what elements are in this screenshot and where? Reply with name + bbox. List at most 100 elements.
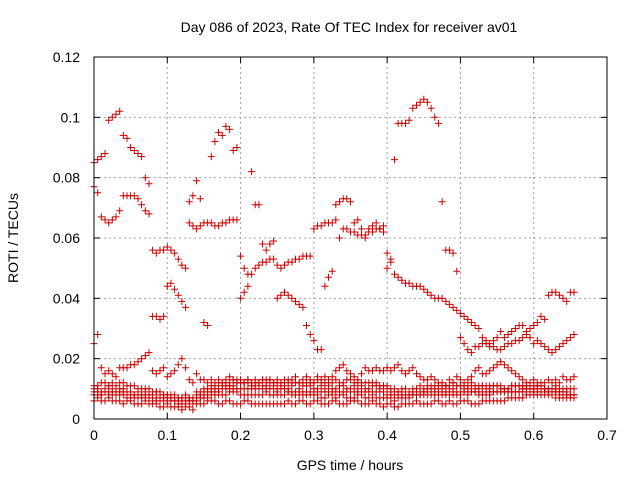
data-point-marker — [160, 364, 168, 372]
data-point-marker — [237, 400, 245, 408]
data-point-marker — [537, 312, 545, 320]
data-point-marker — [149, 367, 157, 375]
data-point-marker — [563, 297, 571, 305]
data-point-marker — [134, 150, 142, 157]
data-point-marker — [222, 391, 230, 399]
data-point-marker — [500, 343, 508, 351]
data-point-marker — [552, 388, 560, 396]
data-point-marker — [391, 364, 398, 372]
data-point-marker — [167, 279, 175, 287]
data-point-marker — [552, 376, 560, 384]
data-point-marker — [380, 228, 387, 236]
data-point-marker — [306, 331, 314, 338]
data-point-marker — [141, 174, 149, 182]
data-point-marker — [299, 376, 307, 384]
data-point-marker — [328, 373, 336, 381]
data-point-marker — [372, 219, 380, 227]
data-point-marker — [259, 376, 267, 384]
data-point-marker — [445, 376, 453, 384]
data-point-marker — [391, 270, 398, 278]
data-point-marker — [134, 195, 142, 203]
data-point-marker — [185, 219, 193, 227]
data-point-marker — [409, 400, 417, 408]
data-point-marker — [204, 391, 212, 399]
data-point-marker — [530, 322, 538, 329]
data-point-marker — [434, 397, 442, 405]
data-point-marker — [244, 376, 252, 384]
data-point-marker — [482, 337, 490, 345]
data-point-marker — [559, 373, 567, 381]
data-point-marker — [207, 153, 215, 161]
data-point-marker — [321, 394, 329, 402]
data-point-marker — [493, 334, 501, 342]
data-point-marker — [303, 322, 310, 329]
data-point-marker — [555, 291, 563, 299]
data-point-marker — [152, 249, 160, 257]
data-point-marker — [167, 370, 175, 378]
data-point-marker — [262, 246, 270, 254]
data-point-marker — [394, 273, 402, 281]
data-point-marker — [281, 261, 288, 269]
data-point-marker — [130, 361, 138, 369]
data-point-marker — [383, 382, 391, 390]
data-point-marker — [119, 131, 127, 139]
data-point-marker — [222, 219, 230, 227]
data-point-marker — [215, 376, 223, 384]
data-point-marker — [207, 376, 215, 384]
data-point-marker — [413, 370, 420, 378]
data-point-marker — [427, 291, 435, 299]
data-point-marker — [328, 219, 336, 227]
data-point-marker — [361, 234, 369, 242]
data-point-marker — [233, 216, 241, 224]
data-point-marker — [105, 382, 113, 390]
data-point-marker — [295, 379, 303, 387]
data-point-marker — [145, 180, 153, 188]
data-point-marker — [222, 122, 230, 130]
data-point-marker — [174, 255, 182, 263]
data-point-marker — [380, 222, 387, 230]
data-point-marker — [467, 373, 475, 381]
data-point-marker — [196, 222, 204, 230]
data-point-marker — [101, 370, 109, 378]
data-point-marker — [145, 349, 153, 357]
data-point-marker — [416, 382, 424, 390]
data-point-marker — [105, 116, 113, 124]
data-point-marker — [343, 367, 351, 375]
data-point-marker — [416, 373, 424, 381]
data-point-marker — [402, 119, 409, 127]
data-point-marker — [189, 222, 197, 230]
data-point-marker — [97, 213, 105, 221]
data-point-marker — [116, 397, 124, 405]
data-point-marker — [497, 346, 505, 354]
data-point-marker — [423, 288, 431, 296]
data-point-marker — [456, 309, 464, 317]
data-point-marker — [548, 379, 556, 387]
data-point-marker — [544, 346, 552, 354]
data-point-marker — [211, 397, 219, 405]
data-point-marker — [138, 355, 146, 363]
data-point-marker — [369, 222, 376, 230]
data-point-marker — [185, 403, 193, 411]
data-point-marker — [108, 370, 116, 378]
data-point-marker — [317, 346, 325, 354]
data-point-marker — [449, 249, 457, 257]
data-point-marker — [559, 340, 567, 348]
data-point-marker — [215, 128, 223, 136]
data-point-marker — [519, 376, 527, 384]
data-point-marker — [204, 322, 212, 329]
data-point-marker — [508, 328, 516, 335]
data-point-marker — [94, 382, 102, 390]
data-point-marker — [149, 246, 157, 254]
data-point-marker — [460, 379, 468, 387]
data-point-marker — [119, 400, 127, 408]
data-point-marker — [358, 370, 365, 378]
data-point-marker — [555, 379, 563, 387]
data-point-marker — [273, 388, 281, 396]
axis-ticks — [93, 56, 608, 420]
y-tick-label: 0.06 — [53, 230, 80, 246]
data-point-marker — [442, 400, 450, 408]
data-point-marker — [281, 288, 288, 296]
data-point-marker — [387, 367, 395, 375]
data-point-marker — [97, 391, 105, 399]
